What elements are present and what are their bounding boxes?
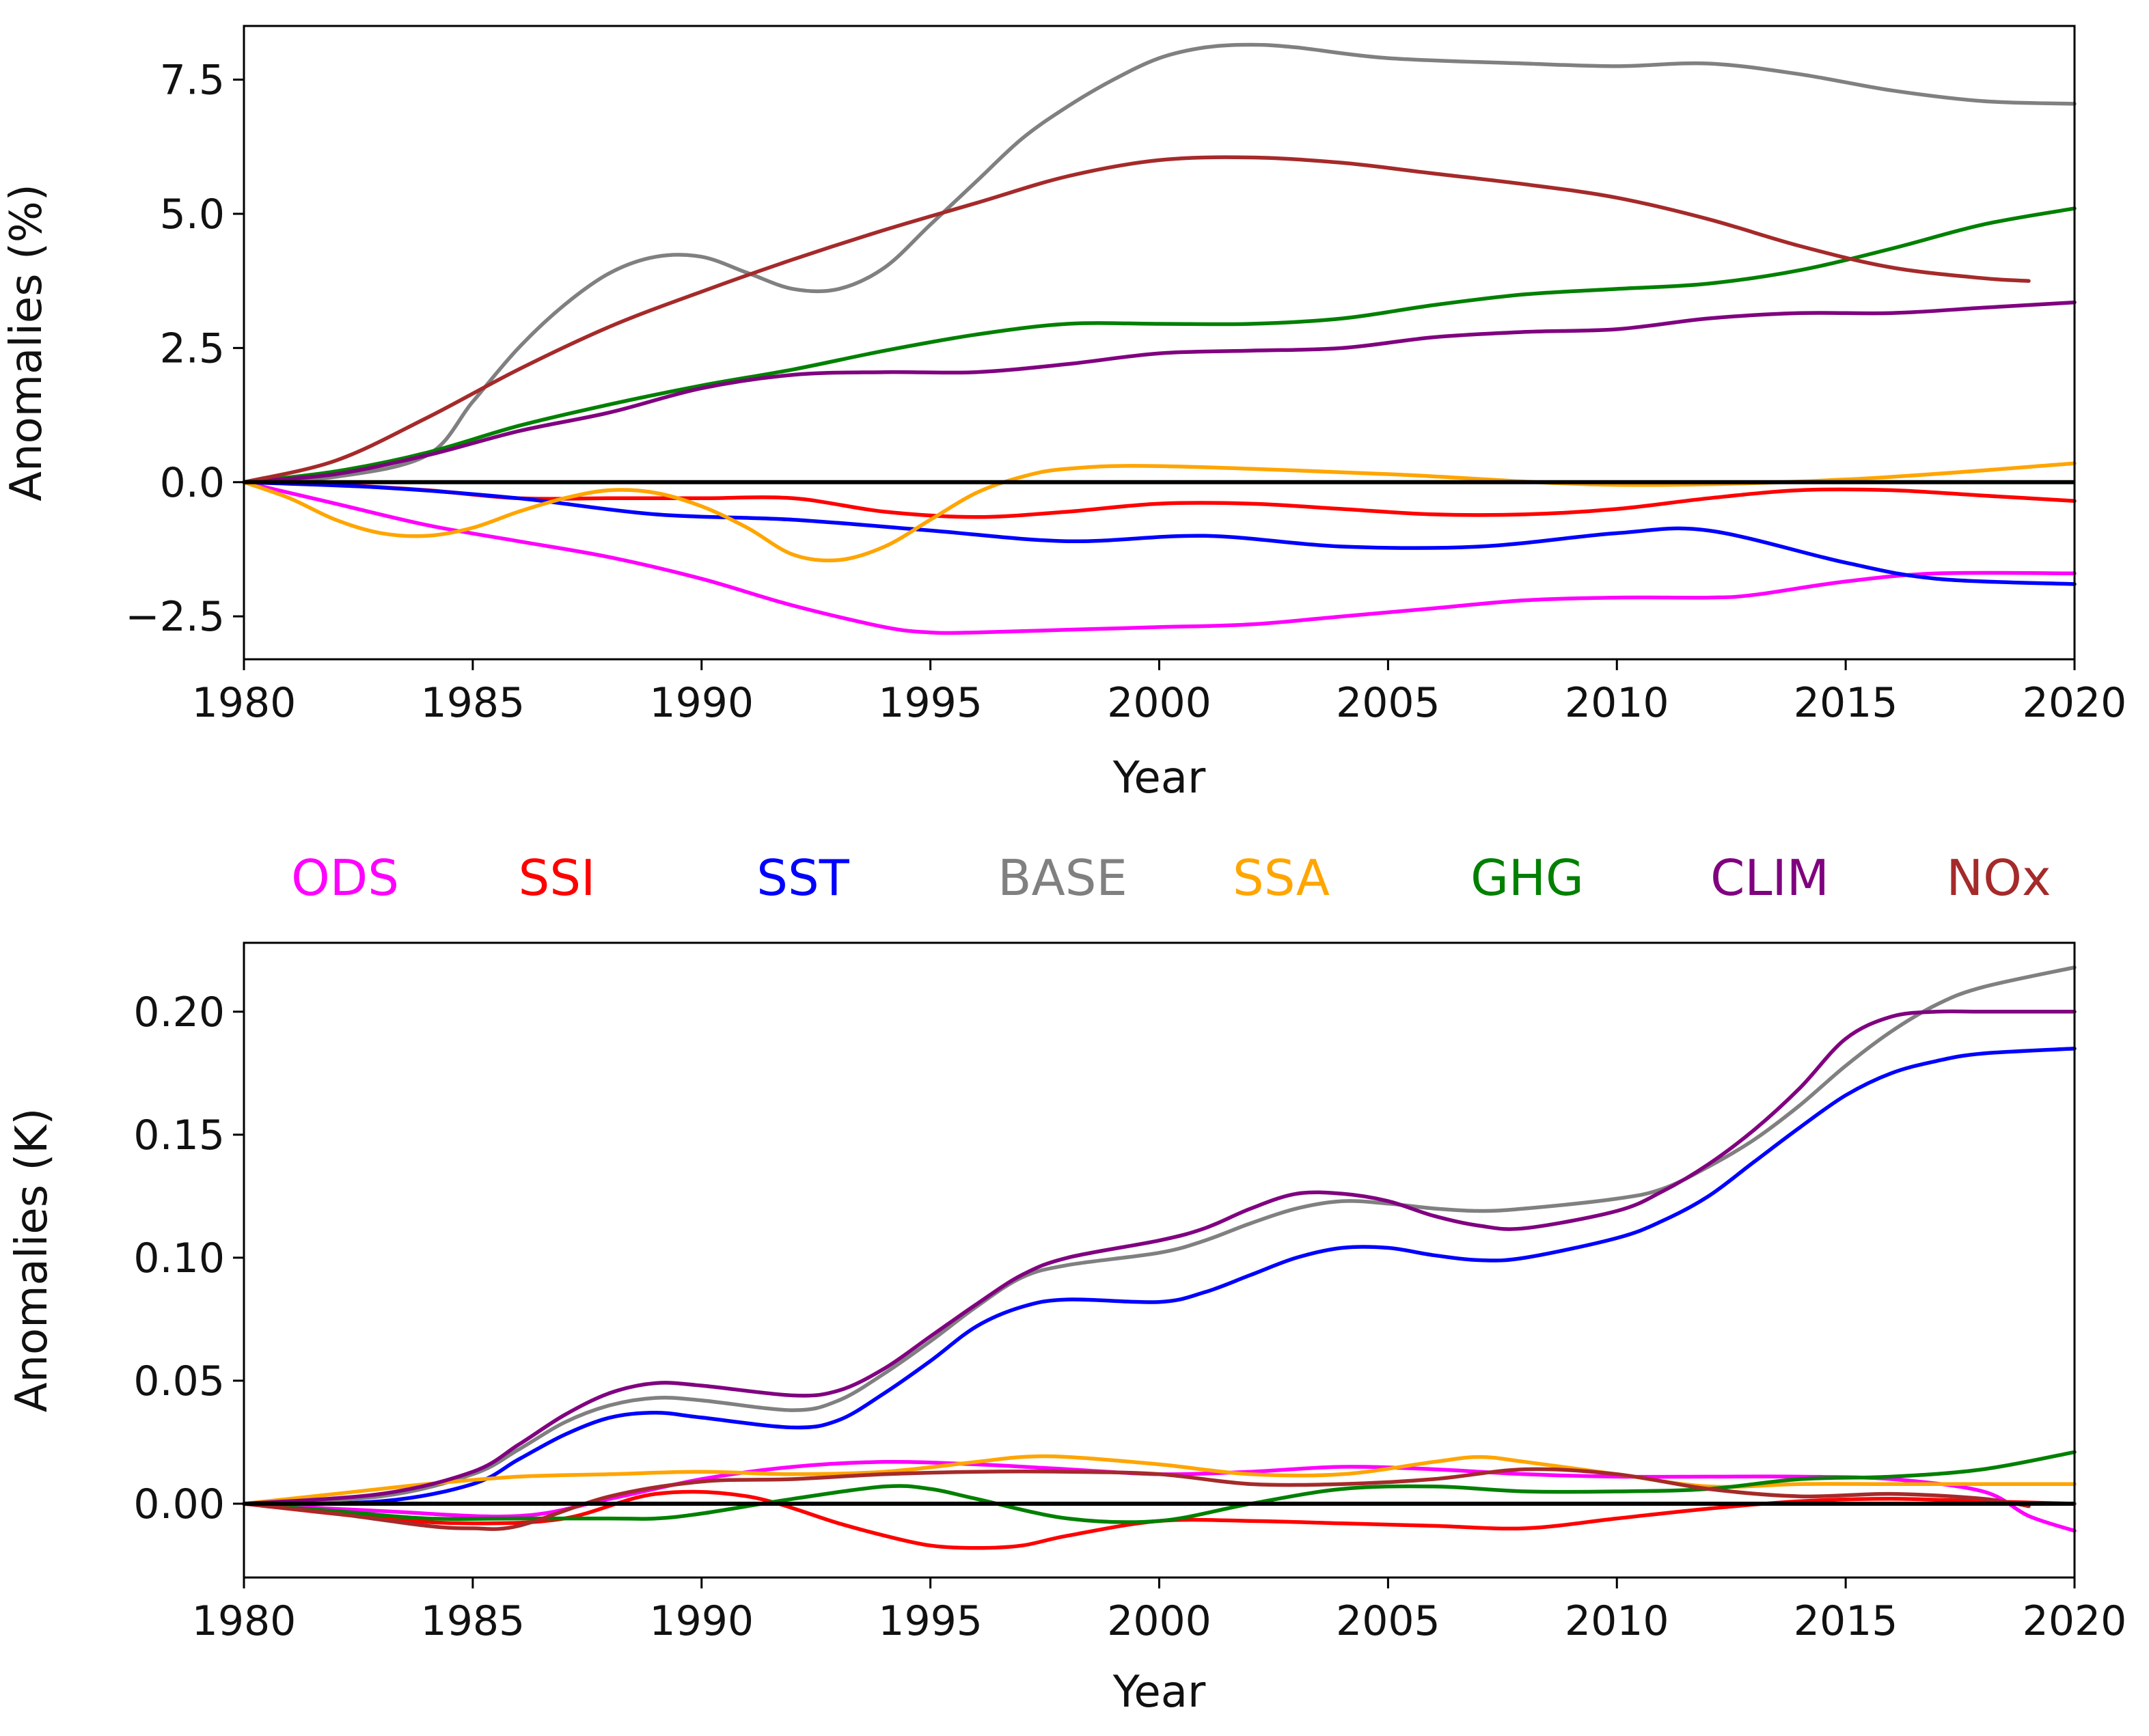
bottom-x-tick-label: 1990 [649, 1597, 754, 1645]
top-x-tick-label: 2020 [2023, 679, 2127, 727]
legend-entry-ods: ODS [291, 849, 399, 907]
top-y-tick-label: 0.0 [160, 459, 225, 507]
top-plot-frame [243, 25, 2076, 661]
legend: ODS SSI SST BASE SSA GHG CLIM NOx [291, 849, 2051, 907]
top-x-tick-label: 1985 [421, 679, 525, 727]
bottom-y-tick-label: 0.15 [133, 1112, 225, 1159]
top-x-tick-label: 2015 [1794, 679, 1898, 727]
top-x-tick-label: 2010 [1565, 679, 1669, 727]
top-series-ssi-line [242, 480, 2077, 519]
bottom-x-tick-label: 2020 [2023, 1597, 2127, 1645]
bottom-x-tick-label: 2015 [1794, 1597, 1898, 1645]
bottom-series-ghg-line [242, 1450, 2077, 1524]
top-series-nox-line [242, 155, 2031, 484]
bottom-y-axis-label: Anomalies (K) [7, 1108, 57, 1413]
top-series-ssa-line [242, 461, 2077, 563]
top-x-axis-label: Year [1112, 753, 1206, 803]
bottom-y-tick-label: 0.20 [133, 989, 225, 1036]
bottom-series-base-line [242, 965, 2077, 1506]
legend-entry-ssi: SSI [519, 849, 596, 907]
top-series-sst-line [242, 480, 2077, 586]
legend-entry-base: BASE [998, 849, 1127, 907]
top-panel-anomalies-percent: 1980 1985 1990 1995 2000 2005 2010 2015 2020 −2.5… [1, 25, 2127, 803]
legend-entry-sst: SST [756, 849, 849, 907]
top-y-axis-label: Anomalies (%) [1, 184, 52, 501]
bottom-y-tick-label: 0.00 [133, 1480, 225, 1528]
top-y-tick-label: 5.0 [160, 191, 225, 238]
top-x-tick-label: 1980 [192, 679, 297, 727]
top-series-clim-line [242, 300, 2077, 484]
bottom-y-tick-label: 0.05 [133, 1358, 225, 1405]
legend-entry-clim: CLIM [1710, 849, 1829, 907]
bottom-series-nox-line [242, 1467, 2031, 1531]
bottom-x-tick-label: 2010 [1565, 1597, 1669, 1645]
top-y-tick-label: 7.5 [160, 57, 225, 105]
top-series-base-line [242, 42, 2077, 484]
top-x-tick-label: 1990 [649, 679, 754, 727]
bottom-x-tick-label: 1995 [878, 1597, 983, 1645]
bottom-series-clim-line [242, 1009, 2077, 1506]
bottom-panel-anomalies-kelvin: 1980 1985 1990 1995 2000 2005 2010 2015 2020 0.00… [7, 941, 2127, 1718]
bottom-x-tick-label: 2005 [1336, 1597, 1440, 1645]
bottom-series-sst-line [242, 1047, 2077, 1506]
legend-entry-ssa: SSA [1233, 849, 1330, 907]
top-y-tick-label: 2.5 [160, 325, 225, 372]
top-series-ods-line [242, 480, 2077, 635]
legend-entry-nox: NOx [1946, 849, 2051, 907]
legend-entry-ghg: GHG [1470, 849, 1584, 907]
top-x-tick-label: 1995 [878, 679, 983, 727]
top-x-tick-label: 2000 [1107, 679, 1212, 727]
bottom-x-axis-label: Year [1112, 1667, 1206, 1718]
top-y-tick-label: −2.5 [125, 593, 225, 641]
top-series-ghg-line [242, 206, 2077, 484]
bottom-x-tick-label: 1980 [192, 1597, 297, 1645]
bottom-y-tick-label: 0.10 [133, 1235, 225, 1282]
bottom-x-tick-label: 2000 [1107, 1597, 1212, 1645]
top-x-tick-label: 2005 [1336, 679, 1440, 727]
bottom-x-tick-label: 1985 [421, 1597, 525, 1645]
